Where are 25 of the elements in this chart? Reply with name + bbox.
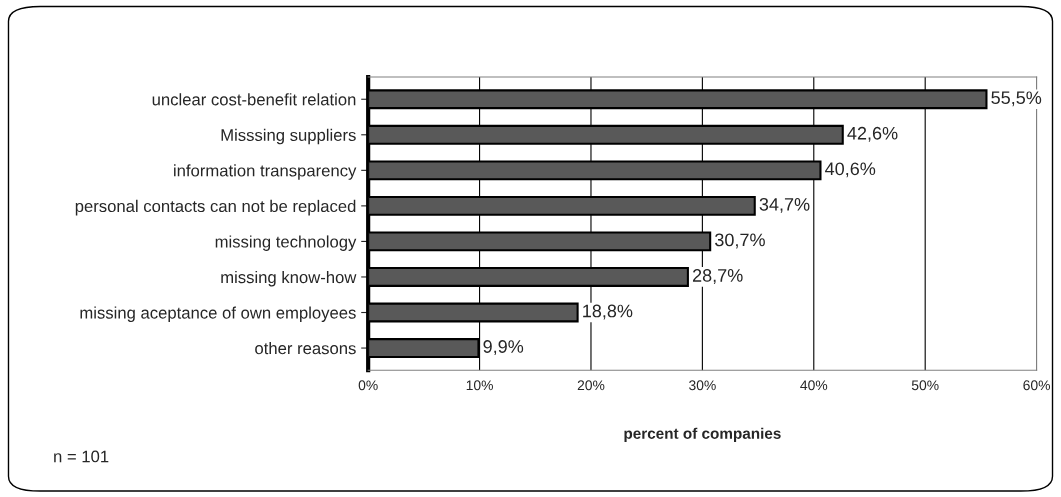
y-tick-label: Misssing suppliers — [221, 128, 356, 145]
y-tick-label: missing know-how — [221, 270, 357, 287]
x-tick-label: 30% — [689, 380, 716, 391]
x-tick-label: 10% — [466, 380, 493, 391]
y-tick-label: information transparency — [174, 164, 357, 180]
data-label: 30,7% — [715, 233, 765, 249]
x-tick-label: 0% — [358, 380, 378, 391]
text: n = 101 — [54, 450, 109, 463]
x-tick-label: 40% — [800, 380, 828, 391]
y-tick-label: other reasons — [255, 342, 356, 355]
x-tick-label: 50% — [911, 380, 939, 391]
data-label: 55,5% — [991, 91, 1042, 107]
y-tick-label: missing technology — [215, 235, 357, 251]
data-label: 28,7% — [692, 269, 743, 284]
y-tick-label: missing aceptance of own employees — [80, 306, 356, 322]
x-tick-label: 60% — [1023, 380, 1050, 391]
data-label: 42,6% — [847, 126, 898, 142]
data-label: 34,7% — [759, 197, 810, 213]
x-tick-label: 20% — [577, 380, 605, 391]
data-label: 9,9% — [483, 340, 524, 356]
y-tick-label: unclear cost-benefit relation — [152, 93, 356, 106]
x-axis-title: percent of companies — [624, 427, 781, 442]
data-label: 18,8% — [583, 304, 633, 320]
data-label: 40,6% — [825, 162, 876, 178]
y-tick-label: personal contacts can not be replaced — [75, 199, 356, 216]
